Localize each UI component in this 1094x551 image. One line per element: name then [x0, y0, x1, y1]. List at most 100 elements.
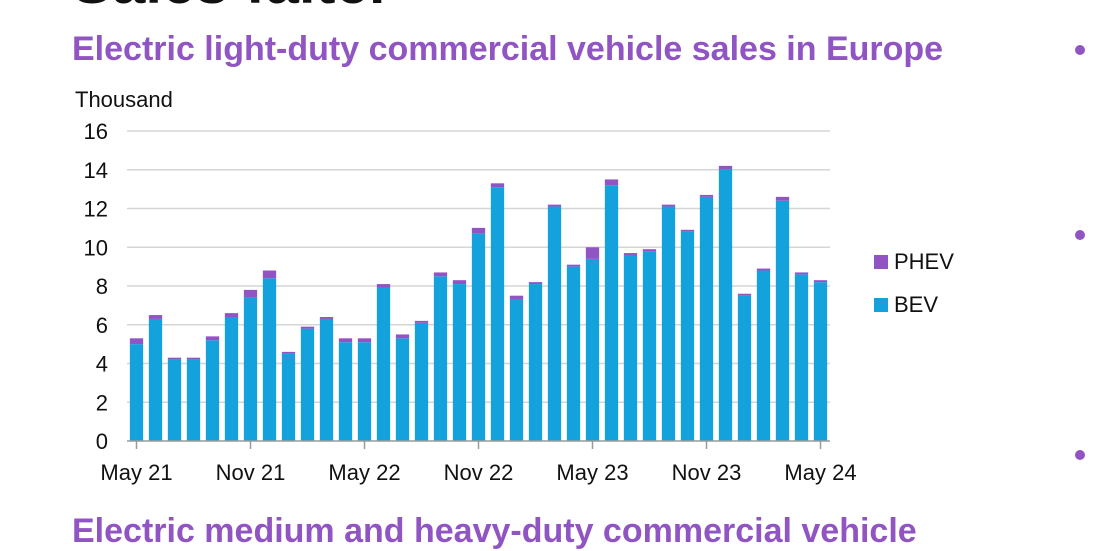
- bar-bev: [395, 338, 410, 441]
- bar-bev: [186, 359, 201, 441]
- bar-bev: [509, 299, 524, 441]
- x-tick-label: Nov 21: [216, 460, 286, 485]
- bar-phev: [585, 247, 600, 259]
- bar-bev: [281, 353, 296, 441]
- bar-bev: [661, 206, 676, 441]
- bar-bev: [680, 231, 695, 441]
- y-tick-label: 4: [96, 352, 108, 377]
- legend: PHEV BEV: [874, 249, 954, 317]
- bar-bev: [433, 276, 448, 441]
- legend-swatch-bev: [874, 298, 888, 312]
- bar-bev: [737, 295, 752, 441]
- y-tick-label: 6: [96, 313, 108, 338]
- y-tick-label: 10: [84, 235, 108, 260]
- legend-label-phev: PHEV: [894, 249, 954, 274]
- y-tick-label: 12: [84, 197, 108, 222]
- y-tick-label: 0: [96, 429, 108, 454]
- bar-bev: [452, 284, 467, 441]
- bar-phev: [357, 338, 372, 343]
- bar-phev: [680, 229, 695, 232]
- bar-bev: [262, 278, 277, 441]
- bar-bev: [699, 196, 714, 441]
- bar-phev: [661, 204, 676, 207]
- bar-phev: [148, 315, 163, 319]
- bar-bev: [338, 342, 353, 441]
- bar-phev: [224, 313, 239, 317]
- bar-bev: [756, 270, 771, 441]
- x-tick-label: May 24: [784, 460, 856, 485]
- bar-bev: [775, 200, 790, 441]
- bar-phev: [414, 320, 429, 323]
- bar-phev: [338, 338, 353, 343]
- bar-bev: [129, 344, 144, 441]
- bar-bev: [319, 318, 334, 441]
- legend-swatch-phev: [874, 255, 888, 269]
- bar-bev: [585, 258, 600, 441]
- bar-bev: [243, 297, 258, 441]
- bar-phev: [699, 194, 714, 197]
- bar-phev: [566, 264, 581, 267]
- bar-phev: [604, 179, 619, 186]
- bar-phev: [281, 351, 296, 354]
- bar-phev: [547, 204, 562, 207]
- bar-phev: [205, 336, 220, 341]
- bar-bev: [471, 233, 486, 441]
- bar-phev: [167, 357, 182, 360]
- bar-phev: [262, 270, 277, 279]
- top-heading-partial: Sales falter: [72, 0, 392, 17]
- legend-label-bev: BEV: [894, 292, 938, 317]
- bar-phev: [737, 293, 752, 296]
- y-tick-label: 16: [84, 119, 108, 144]
- axes: 0 2 4 6 8 10 12 14 16 May 21 Nov 21 May 22 Nov 22 May…: [84, 119, 857, 485]
- x-tick-label: May 21: [100, 460, 172, 485]
- bar-bev: [528, 284, 543, 441]
- bar-phev: [395, 334, 410, 339]
- y-axis-label: Thousand: [75, 87, 173, 112]
- bar-phev: [642, 249, 657, 252]
- bar-phev: [775, 196, 790, 201]
- bar-bev: [357, 342, 372, 441]
- bar-bev: [300, 328, 315, 441]
- bar-bev: [547, 206, 562, 441]
- bar-bev: [414, 322, 429, 441]
- bar-bev: [148, 318, 163, 441]
- bar-phev: [300, 326, 315, 329]
- x-tick-label: Nov 22: [444, 460, 514, 485]
- bar-phev: [623, 253, 638, 255]
- bar-bev: [623, 255, 638, 441]
- bullet-dot-icon: [1075, 450, 1085, 460]
- bar-phev: [794, 272, 809, 275]
- bars: [129, 165, 828, 441]
- bar-bev: [566, 266, 581, 441]
- bullet-dot-icon: [1075, 230, 1085, 240]
- y-tick-label: 2: [96, 390, 108, 415]
- bar-bev: [642, 251, 657, 441]
- bar-phev: [490, 183, 505, 188]
- bar-phev: [319, 317, 334, 319]
- bar-phev: [756, 268, 771, 271]
- x-tick-label: May 23: [556, 460, 628, 485]
- bar-phev: [433, 272, 448, 277]
- bar-bev: [604, 185, 619, 441]
- bar-bev: [205, 340, 220, 441]
- bar-phev: [813, 280, 828, 283]
- bar-bev: [794, 274, 809, 441]
- bar-phev: [471, 227, 486, 234]
- bar-chart: 0 2 4 6 8 10 12 14 16 May 21 Nov 21 May 22 Nov 22 May…: [75, 87, 954, 485]
- bullet-dot-icon: [1075, 45, 1085, 55]
- bar-phev: [186, 357, 201, 360]
- bar-bev: [490, 187, 505, 441]
- x-tick-label: Nov 23: [672, 460, 742, 485]
- bar-bev: [718, 169, 733, 441]
- bar-bev: [813, 282, 828, 441]
- bar-phev: [452, 280, 467, 285]
- y-tick-label: 8: [96, 274, 108, 299]
- bar-phev: [243, 289, 258, 298]
- x-tick-label: May 22: [328, 460, 400, 485]
- chart-title: Electric light-duty commercial vehicle s…: [72, 30, 944, 68]
- bar-phev: [718, 165, 733, 170]
- bar-phev: [129, 338, 144, 345]
- bar-phev: [509, 295, 524, 300]
- bar-bev: [224, 317, 239, 441]
- y-tick-label: 14: [84, 158, 108, 183]
